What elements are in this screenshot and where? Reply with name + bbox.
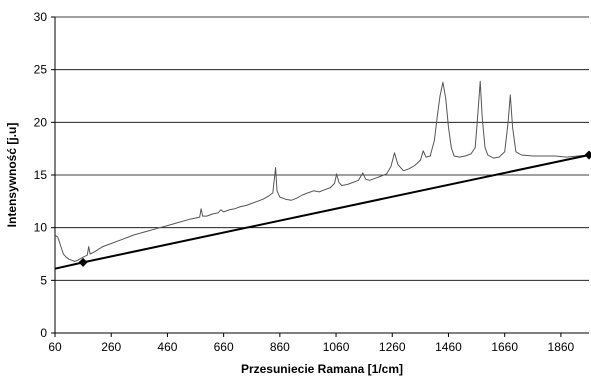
x-axis-ticks: 60 260 460 660 860 1060 1260 1460 1660 1860 (48, 333, 575, 354)
x-tick-label: 1060 (323, 340, 350, 354)
x-tick-label: 660 (214, 340, 234, 354)
y-axis-ticks: 0 5 10 15 20 25 30 (34, 10, 55, 340)
y-tick-label: 10 (34, 221, 48, 235)
y-tick-label: 5 (40, 273, 47, 287)
x-tick-label: 1460 (435, 340, 462, 354)
series-line-baseline (54, 154, 590, 270)
y-tick-label: 20 (34, 115, 48, 129)
x-tick-label: 460 (157, 340, 177, 354)
x-tick-label: 860 (270, 340, 290, 354)
x-tick-label: 1260 (379, 340, 406, 354)
baseline-point-marker (78, 257, 88, 267)
y-tick-label: 30 (34, 10, 48, 24)
x-tick-label: 1660 (491, 340, 518, 354)
series-line-spectrum (54, 80, 590, 262)
baseline-point-marker (584, 150, 591, 160)
x-tick-label: 60 (48, 340, 62, 354)
x-axis-title: Przesuniecie Ramana [1/cm] (241, 362, 403, 376)
x-tick-label: 1860 (548, 340, 575, 354)
marker-layer (78, 150, 591, 267)
x-tick-label: 260 (101, 340, 121, 354)
y-tick-label: 25 (34, 63, 48, 77)
y-axis-title: Intensywność [j.u] (5, 123, 19, 228)
y-tick-label: 15 (34, 168, 48, 182)
y-tick-label: 0 (40, 326, 47, 340)
gridlines (55, 16, 589, 281)
